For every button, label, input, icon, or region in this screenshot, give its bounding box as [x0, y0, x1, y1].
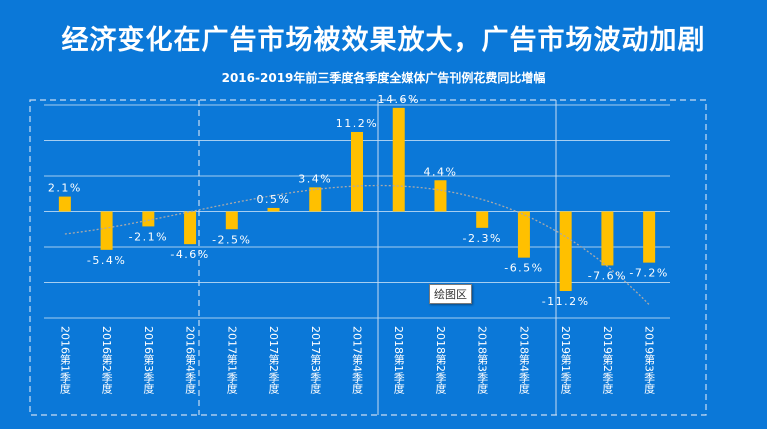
- bar: [184, 211, 197, 245]
- data-label: -11.2%: [542, 295, 590, 308]
- data-label: -7.6%: [588, 269, 627, 282]
- category-label: 2016第2季度: [100, 326, 113, 395]
- data-label: 4.4%: [423, 165, 457, 178]
- bar: [142, 211, 155, 227]
- data-label: -6.5%: [504, 262, 543, 275]
- chart-subtitle: 2016-2019年前三季度各季度全媒体广告刊例花费同比增幅: [221, 71, 546, 85]
- category-label: 2016第3季度: [142, 326, 155, 395]
- bar: [225, 211, 238, 230]
- bar: [643, 211, 656, 263]
- bar: [309, 187, 322, 212]
- data-label: 0.5%: [257, 193, 291, 206]
- data-label: -7.2%: [629, 267, 668, 280]
- category-label: 2017第1季度: [225, 326, 238, 395]
- bar: [351, 131, 363, 212]
- bar: [601, 211, 614, 266]
- data-label: 14.6%: [378, 93, 420, 106]
- page-title: 经济变化在广告市场被效果放大，广告市场波动加剧: [61, 25, 706, 56]
- data-label: 2.1%: [48, 182, 82, 195]
- data-label: -5.4%: [87, 254, 126, 267]
- data-label: -2.5%: [212, 233, 251, 246]
- data-label: 3.4%: [298, 172, 332, 185]
- category-label: 2017第4季度: [351, 326, 364, 395]
- category-label: 2019第2季度: [601, 326, 614, 395]
- category-label: 2017第2季度: [267, 326, 280, 395]
- category-label: 2018第2季度: [434, 326, 447, 395]
- data-label: -2.1%: [129, 230, 168, 243]
- data-label: -4.6%: [170, 248, 209, 261]
- category-label: 2018第3季度: [476, 326, 489, 395]
- trend-line: [64, 184, 650, 306]
- plot-frame: [29, 99, 707, 416]
- bar: [434, 180, 447, 212]
- data-label: 11.2%: [336, 117, 378, 130]
- bar: [517, 211, 530, 258]
- category-label: 2019第3季度: [643, 326, 656, 395]
- data-label: -2.3%: [462, 232, 501, 245]
- bar: [58, 196, 71, 212]
- bar: [267, 207, 280, 212]
- category-label: 2018第4季度: [517, 326, 530, 395]
- category-label: 2019第1季度: [559, 326, 572, 395]
- bar: [559, 211, 572, 292]
- category-label: 2017第3季度: [309, 326, 322, 395]
- category-label: 2016第1季度: [58, 326, 71, 395]
- bar: [476, 211, 489, 228]
- bar: [392, 107, 405, 212]
- category-label: 2018第1季度: [392, 326, 405, 395]
- bar: [100, 211, 113, 250]
- category-label: 2016第4季度: [184, 326, 197, 395]
- plot-area-tooltip: 绘图区: [429, 284, 472, 304]
